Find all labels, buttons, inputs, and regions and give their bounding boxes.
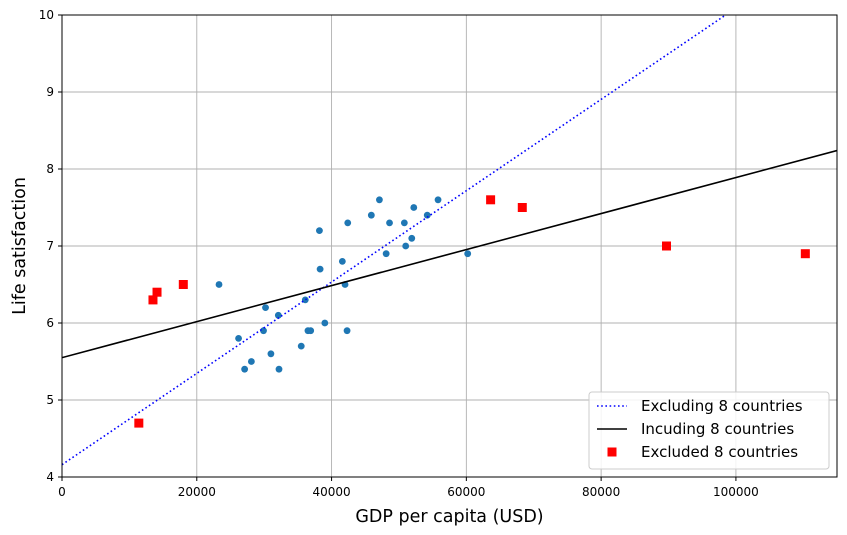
excluded-country-point [486, 195, 496, 205]
country-point [307, 327, 315, 335]
excluded-country-point [178, 280, 188, 289]
x-tick-label: 60000 [447, 485, 485, 499]
legend-box [588, 391, 830, 470]
series-0 [215, 196, 472, 373]
country-point [235, 335, 242, 342]
x-axis-title: GDP per capita (USD) [355, 507, 543, 527]
excluded-country-point [134, 418, 144, 428]
y-tick-label: 4 [46, 470, 54, 484]
country-point [215, 281, 223, 288]
country-point [301, 296, 309, 304]
excluded-country-point [800, 249, 810, 259]
excluded-country-point [148, 295, 158, 305]
y-tick-label: 8 [46, 162, 54, 176]
legend-label: Excluding 8 countries [641, 397, 803, 415]
x-tick-label: 0 [58, 485, 66, 499]
country-point [267, 350, 275, 358]
country-point [344, 219, 352, 227]
country-point [382, 250, 390, 258]
legend-label: Incuding 8 countries [641, 420, 794, 438]
country-point [260, 327, 267, 335]
series-3 [134, 195, 810, 428]
country-point [274, 311, 282, 319]
y-axis-title: Life satisfaction [10, 177, 30, 315]
country-point [423, 211, 431, 219]
y-tick-label: 5 [46, 393, 54, 407]
series-2 [62, 149, 837, 359]
y-tick-label: 10 [39, 8, 54, 22]
legend: Excluding 8 countries Incuding 8 countrie… [588, 391, 830, 470]
country-point [338, 258, 346, 265]
country-point [297, 342, 305, 350]
excluded-country-point [662, 241, 671, 251]
country-point [275, 365, 283, 373]
fit-line-excluding [62, 15, 728, 466]
plot-area [62, 15, 837, 466]
country-point [262, 304, 269, 311]
country-point [410, 204, 418, 211]
country-point [464, 250, 472, 258]
country-point [367, 211, 375, 219]
axis-ticks: 0 20000 40000 60000 80000 100000 4 5 6 7 8 9 10 [39, 8, 759, 499]
country-point [400, 219, 408, 227]
country-point [247, 358, 255, 365]
y-tick-label: 7 [46, 239, 54, 253]
excluded-country-point [517, 203, 527, 212]
country-point [316, 227, 323, 235]
country-point [434, 196, 442, 204]
y-tick-label: 6 [46, 316, 54, 330]
excluded-country-point [152, 287, 162, 297]
y-tick-label: 9 [46, 85, 54, 99]
country-point [376, 196, 383, 204]
country-point [343, 327, 351, 335]
series-1 [62, 15, 728, 466]
country-point [386, 219, 393, 227]
x-tick-label: 80000 [582, 485, 620, 499]
x-tick-label: 40000 [312, 485, 350, 499]
x-tick-label: 20000 [178, 485, 216, 499]
country-point [321, 319, 329, 327]
legend-marker-swatch [607, 447, 617, 457]
country-point [241, 365, 249, 373]
fit-line-including [62, 149, 837, 359]
country-point [408, 234, 416, 242]
country-point [316, 265, 324, 273]
x-tick-label: 100000 [713, 485, 759, 499]
legend-label: Excluded 8 countries [641, 443, 798, 461]
country-point [402, 242, 410, 250]
